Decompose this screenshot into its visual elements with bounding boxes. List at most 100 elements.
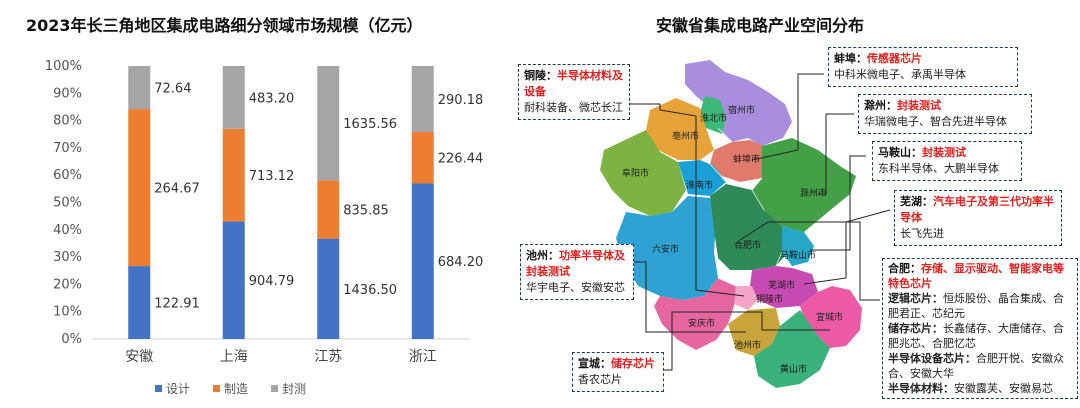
region-bozhou bbox=[646, 98, 714, 160]
region-chuzhou bbox=[752, 138, 856, 232]
callout-city: 马鞍山： bbox=[878, 146, 922, 159]
callout-city: 蚌埠： bbox=[834, 52, 867, 65]
y-tick-label: 80% bbox=[53, 114, 82, 129]
callout-subtext: 长鑫储存、大唐储存、合肥兆芯、合肥忆芯 bbox=[888, 322, 1064, 350]
data-label: 684.20 bbox=[438, 255, 484, 270]
bar-segment bbox=[411, 183, 434, 339]
callout-companies: 香农芯片 bbox=[578, 373, 622, 386]
callout-companies: 耐科装备、微芯长江 bbox=[524, 101, 623, 114]
callout-city: 合肥： bbox=[888, 262, 921, 275]
bar-segment bbox=[317, 180, 340, 239]
city-label: 马鞍山市 bbox=[780, 249, 816, 261]
callout-city: 滁州： bbox=[864, 99, 897, 112]
callout-bengbu: 蚌埠：传感器芯片 中科米微电子、承禹半导体 bbox=[828, 47, 1018, 87]
callout-focus: 半导体材料及设备 bbox=[524, 69, 623, 98]
city-label: 安庆市 bbox=[688, 317, 715, 329]
city-label: 芜湖市 bbox=[768, 279, 795, 291]
city-label: 六安市 bbox=[652, 243, 679, 255]
city-label: 亳州市 bbox=[672, 130, 699, 142]
data-label: 713.12 bbox=[249, 169, 295, 184]
chart-panel: 2023年长三角地区集成电路细分领域市场规模（亿元） 0% 10% 20% 30% 40… bbox=[0, 0, 500, 408]
callout-companies: 华宇电子、安徽安芯 bbox=[526, 281, 625, 294]
y-tick-label: 100% bbox=[45, 59, 82, 74]
anhui-map: 宿州市 淮北市 亳州市 蚌埠市 阜阳市 淮南市 滁州市 六安市 合肥市 马鞍山市… bbox=[600, 60, 891, 388]
chart-title: 2023年长三角地区集成电路细分领域市场规模（亿元） bbox=[26, 16, 423, 35]
connector-hefei bbox=[739, 221, 880, 301]
callout-sublabel: 半导体设备芯片： bbox=[888, 352, 976, 365]
bar-segment bbox=[411, 66, 434, 132]
callout-companies: 华瑞微电子、智合先进半导体 bbox=[864, 115, 1007, 128]
callout-city: 池州： bbox=[526, 249, 559, 262]
y-tick-label: 30% bbox=[53, 250, 82, 265]
x-tick-label: 安徽 bbox=[125, 349, 153, 365]
y-tick-label: 10% bbox=[53, 305, 82, 320]
data-label: 72.64 bbox=[154, 82, 191, 97]
bar-segment bbox=[222, 128, 245, 222]
city-label: 滁州市 bbox=[800, 187, 827, 199]
bar-segment bbox=[128, 66, 151, 110]
y-tick-label: 90% bbox=[53, 86, 82, 101]
callout-sublabel: 逻辑芯片： bbox=[888, 292, 943, 305]
callout-city: 宣城： bbox=[578, 357, 611, 370]
data-label: 1635.56 bbox=[343, 117, 397, 132]
region-chizhou bbox=[728, 308, 780, 356]
legend-label: 封测 bbox=[282, 382, 306, 396]
data-label: 290.18 bbox=[438, 93, 484, 108]
region-fuyang bbox=[600, 130, 686, 216]
callout-companies: 长飞先进 bbox=[900, 227, 944, 240]
x-tick-label: 上海 bbox=[220, 349, 248, 365]
city-label: 宿州市 bbox=[728, 104, 755, 116]
bar-segment bbox=[317, 66, 340, 181]
region-liuan bbox=[616, 196, 718, 300]
callout-focus: 存储、显示驱动、智能家电等特色芯片 bbox=[888, 262, 1064, 290]
map-title: 安徽省集成电路产业空间分布 bbox=[655, 16, 864, 35]
callout-chuzhou: 滁州：封装测试 华瑞微电子、智合先进半导体 bbox=[858, 94, 1032, 134]
callout-wuhu: 芜湖：汽车电子及第三代功率半导体 长飞先进 bbox=[894, 190, 1062, 246]
city-label: 铜陵市 bbox=[756, 293, 783, 305]
callout-focus: 封装测试 bbox=[897, 99, 941, 112]
y-tick-label: 60% bbox=[53, 168, 82, 183]
callout-chizhou: 池州：功率半导体及封装测试 华宇电子、安徽安芯 bbox=[520, 244, 634, 300]
bar-segment bbox=[317, 238, 340, 339]
bar-segment bbox=[128, 109, 151, 267]
data-label: 122.91 bbox=[154, 297, 200, 312]
connector-xuancheng bbox=[662, 311, 830, 371]
region-hefei bbox=[710, 184, 790, 270]
region-huaibei bbox=[700, 96, 726, 134]
callout-maanshan: 马鞍山：封装测试 东科半导体、大鹏半导体 bbox=[872, 141, 1022, 181]
y-tick-label: 0% bbox=[61, 332, 82, 347]
callout-tongling: 铜陵：半导体材料及设备 耐科装备、微芯长江 bbox=[518, 64, 630, 120]
callout-focus: 封装测试 bbox=[922, 146, 966, 159]
legend-swatch bbox=[155, 385, 162, 392]
y-tick-label: 50% bbox=[53, 196, 82, 211]
connector-chuzhou bbox=[818, 113, 854, 195]
city-label: 池州市 bbox=[734, 339, 761, 351]
city-label: 合肥市 bbox=[734, 239, 761, 251]
bar-segment bbox=[222, 66, 245, 129]
callout-focus: 汽车电子及第三代功率半导体 bbox=[900, 195, 1054, 224]
city-label: 淮南市 bbox=[686, 179, 713, 191]
connector-wuhu bbox=[803, 209, 891, 285]
bar-segment bbox=[128, 266, 151, 339]
callout-companies: 东科半导体、大鹏半导体 bbox=[878, 162, 999, 175]
region-suzhou bbox=[685, 60, 792, 146]
callout-xuancheng: 宣城：储存芯片 香农芯片 bbox=[572, 352, 664, 392]
y-tick-label: 70% bbox=[53, 141, 82, 156]
callout-subtext: 恒烁股份、晶合集成、合肥君正、芯纪元 bbox=[888, 292, 1064, 320]
callout-focus: 储存芯片 bbox=[611, 357, 655, 370]
data-label: 264.67 bbox=[154, 182, 200, 197]
data-label: 904.79 bbox=[249, 274, 295, 289]
stacked-bar-chart: 0% 10% 20% 30% 40% 50% 60% 70% 80% 90% 100% 122.91 2… bbox=[45, 59, 484, 396]
y-tick-label: 20% bbox=[53, 277, 82, 292]
bar-segment bbox=[411, 131, 434, 184]
connector-maanshan bbox=[810, 155, 866, 251]
region-tongling bbox=[734, 286, 758, 310]
callout-focus: 功率半导体及封装测试 bbox=[526, 249, 625, 278]
x-tick-label: 江苏 bbox=[314, 349, 342, 365]
legend-label: 设计 bbox=[166, 382, 190, 396]
callout-subtext: 合肥开悦、安徽众合、安徽大华 bbox=[888, 352, 1064, 380]
city-label: 蚌埠市 bbox=[733, 153, 760, 165]
legend-swatch bbox=[271, 385, 278, 392]
callout-sublabel: 储存芯片： bbox=[888, 322, 943, 335]
region-bengbu bbox=[710, 140, 776, 182]
